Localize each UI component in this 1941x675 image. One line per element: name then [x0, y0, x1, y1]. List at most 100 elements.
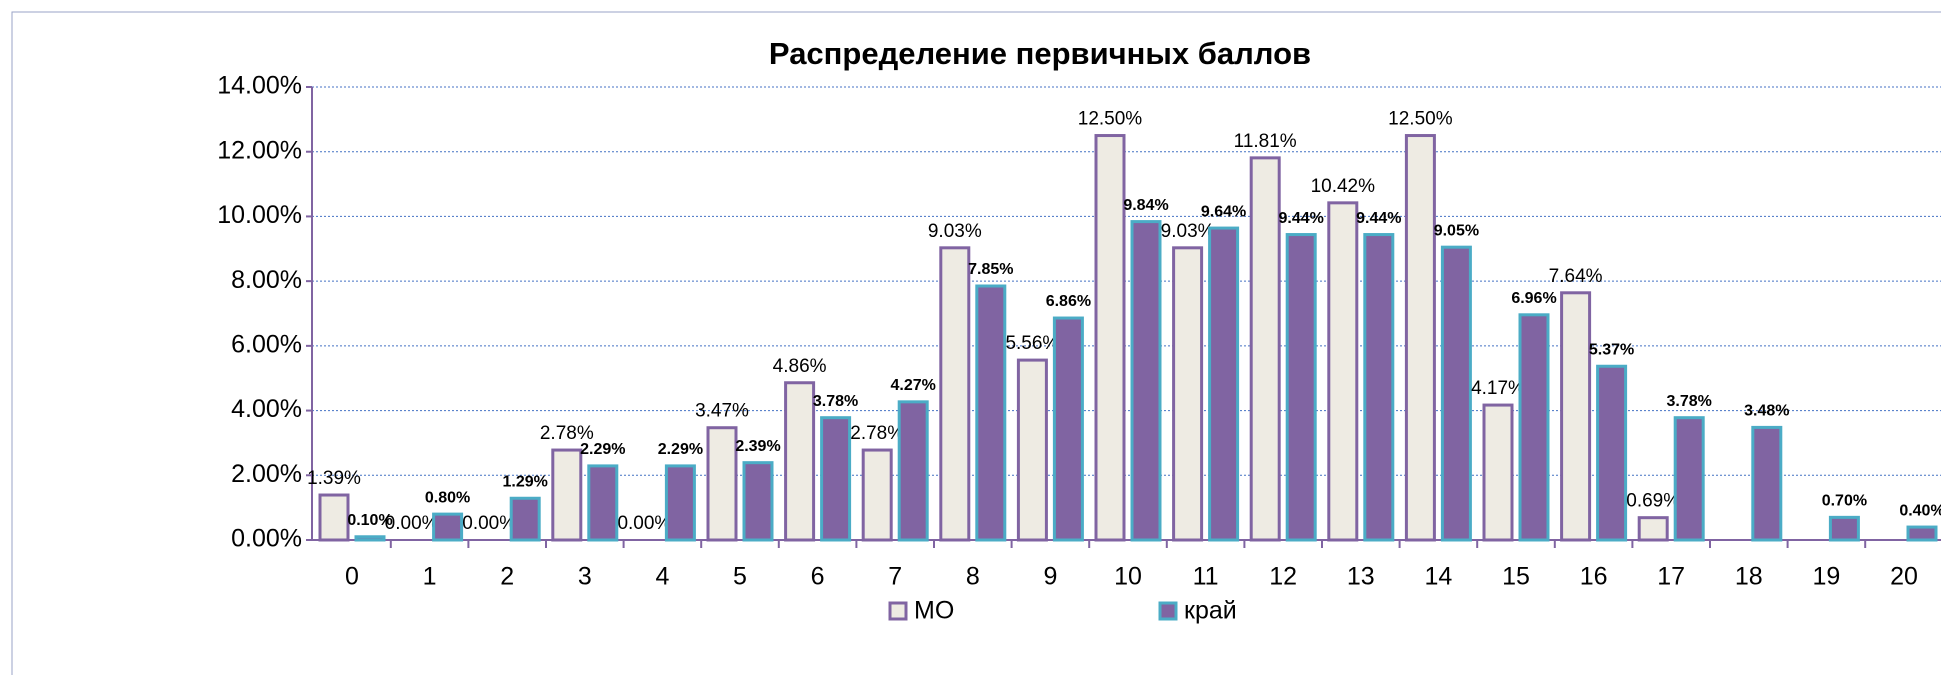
bar — [861, 448, 893, 542]
bar — [784, 381, 816, 542]
data-label: 3.78% — [813, 393, 858, 410]
data-label: 3.47% — [695, 401, 749, 422]
bar — [587, 464, 619, 542]
x-tick-label: 2 — [500, 563, 514, 591]
data-label: 4.17% — [1471, 378, 1525, 399]
bar — [318, 493, 350, 542]
x-tick-label: 19 — [1812, 563, 1840, 591]
data-label: 1.29% — [503, 473, 548, 490]
data-label: 9.44% — [1279, 210, 1324, 227]
data-label: 0.70% — [1822, 493, 1867, 510]
bar — [1052, 316, 1084, 542]
bar — [1404, 134, 1436, 542]
y-tick-label: 0.00% — [231, 525, 302, 553]
data-label: 2.78% — [850, 423, 904, 444]
bar — [1249, 156, 1281, 542]
data-label: 6.96% — [1511, 290, 1556, 307]
x-tick-label: 16 — [1580, 563, 1608, 591]
x-tick-label: 17 — [1657, 563, 1685, 591]
data-label: 3.78% — [1667, 393, 1712, 410]
data-label: 5.37% — [1589, 341, 1634, 358]
y-tick-label: 10.00% — [217, 201, 302, 229]
x-tick-label: 13 — [1347, 563, 1375, 591]
bar — [664, 464, 696, 542]
bar — [1130, 220, 1162, 542]
bar — [820, 416, 852, 542]
x-tick-label: 0 — [345, 563, 359, 591]
data-label: 0.69% — [1626, 491, 1680, 512]
x-tick-label: 8 — [966, 563, 980, 591]
y-tick-label: 2.00% — [231, 460, 302, 488]
data-label: 0.80% — [425, 489, 470, 506]
bar — [1285, 233, 1317, 542]
x-tick-label: 4 — [655, 563, 669, 591]
bar — [432, 512, 464, 542]
bar — [706, 426, 738, 542]
bar — [742, 461, 774, 542]
x-tick-label: 18 — [1735, 563, 1763, 591]
data-label: 9.44% — [1356, 210, 1401, 227]
bar — [1440, 245, 1472, 542]
legend-label: МО — [914, 597, 954, 625]
bar — [897, 400, 929, 542]
data-label: 3.48% — [1744, 403, 1789, 420]
data-label: 9.03% — [1161, 221, 1215, 242]
bar — [1673, 416, 1705, 542]
x-tick-label: 5 — [733, 563, 747, 591]
y-tick-label: 4.00% — [231, 395, 302, 423]
data-label: 0.00% — [385, 513, 439, 534]
data-label: 12.50% — [1388, 109, 1453, 130]
data-label: 2.78% — [540, 423, 594, 444]
bar — [1327, 201, 1359, 542]
y-tick-label: 14.00% — [217, 72, 302, 100]
bar — [1363, 233, 1395, 542]
data-label: 9.03% — [928, 221, 982, 242]
y-tick-label: 12.00% — [217, 136, 302, 164]
bar — [1016, 358, 1048, 542]
chart-title: Распределение первичных баллов — [769, 36, 1311, 71]
data-label: 11.81% — [1234, 131, 1297, 152]
x-tick-label: 15 — [1502, 563, 1530, 591]
x-tick-label: 12 — [1269, 563, 1297, 591]
data-label: 1.39% — [307, 468, 361, 489]
x-tick-label: 20 — [1890, 563, 1918, 591]
bar — [551, 448, 583, 542]
data-label: 2.39% — [735, 438, 780, 455]
data-label: 10.42% — [1311, 176, 1376, 197]
data-label: 0.40% — [1899, 502, 1941, 519]
data-label: 0.00% — [462, 513, 516, 534]
bar — [1482, 403, 1514, 542]
data-label: 5.56% — [1005, 333, 1059, 354]
bar — [1560, 291, 1592, 542]
x-tick-label: 10 — [1114, 563, 1142, 591]
bar — [1828, 515, 1860, 542]
bar — [1094, 134, 1126, 542]
legend-label: край — [1184, 597, 1237, 625]
bar — [1637, 516, 1669, 542]
legend-swatch — [888, 601, 908, 621]
bar — [509, 496, 541, 542]
data-label: 0.10% — [347, 512, 392, 529]
data-label: 9.05% — [1434, 222, 1479, 239]
bar — [975, 284, 1007, 542]
bar — [1751, 425, 1783, 542]
x-tick-label: 6 — [811, 563, 825, 591]
data-label: 12.50% — [1078, 109, 1143, 130]
x-tick-label: 11 — [1193, 563, 1219, 591]
x-tick-label: 9 — [1043, 563, 1057, 591]
bar — [1172, 246, 1204, 542]
legend-swatch — [1158, 601, 1178, 621]
y-tick-label: 6.00% — [231, 330, 302, 358]
data-label: 2.29% — [658, 441, 703, 458]
data-label: 9.84% — [1123, 197, 1168, 214]
data-label: 4.86% — [773, 356, 827, 377]
data-label: 6.86% — [1046, 293, 1091, 310]
bar — [354, 535, 386, 542]
x-tick-label: 7 — [888, 563, 902, 591]
bar — [1596, 364, 1628, 542]
bar — [1906, 525, 1938, 542]
x-tick-label: 3 — [578, 563, 592, 591]
y-tick-label: 8.00% — [231, 266, 302, 294]
bar — [1208, 226, 1240, 542]
